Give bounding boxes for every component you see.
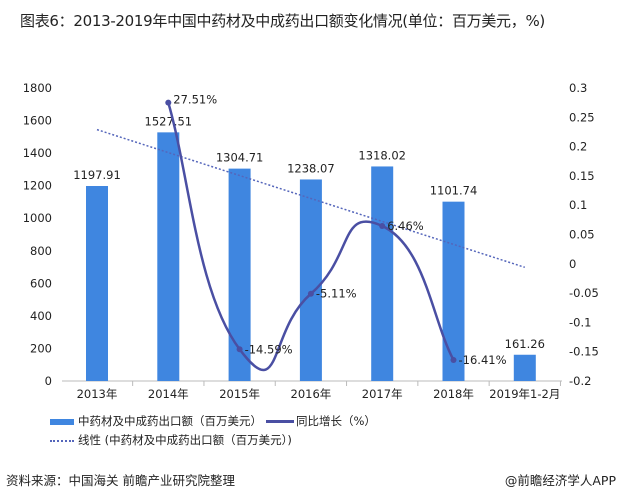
growth-value-label: -5.11% bbox=[316, 287, 357, 301]
right-axis-tick: 0.05 bbox=[569, 228, 595, 242]
growth-value-label: -16.41% bbox=[459, 353, 507, 367]
trend-line bbox=[96, 128, 526, 269]
bar-value-label: 1238.07 bbox=[287, 161, 335, 175]
x-axis-tick: 2013年 bbox=[77, 387, 118, 401]
legend-swatch-line bbox=[266, 420, 294, 423]
bar-value-label: 1304.71 bbox=[216, 151, 264, 165]
right-axis-tick: 0.3 bbox=[569, 81, 587, 95]
bar-value-label: 1527.51 bbox=[145, 114, 193, 128]
left-axis-tick: 400 bbox=[30, 309, 52, 323]
bar bbox=[157, 132, 180, 381]
left-axis-tick: 1200 bbox=[23, 179, 52, 193]
x-axis-tick: 2019年1-2月 bbox=[489, 387, 560, 401]
legend-swatch-bar bbox=[50, 418, 74, 425]
right-axis-tick: -0.05 bbox=[569, 286, 599, 300]
left-axis-tick: 0 bbox=[45, 374, 52, 388]
growth-value-label: 27.51% bbox=[173, 93, 217, 107]
chart-title: 图表6：2013-2019年中国中药材及中成药出口额变化情况(单位：百万美元，%… bbox=[20, 12, 545, 30]
brand-credit: @前瞻经济学人APP bbox=[504, 473, 616, 488]
x-axis-tick: 2014年 bbox=[148, 387, 189, 401]
right-axis-tick: -0.1 bbox=[569, 315, 591, 329]
bar-value-label: 1318.02 bbox=[358, 148, 406, 162]
growth-line bbox=[167, 102, 455, 372]
bar bbox=[228, 168, 251, 381]
right-axis-tick: 0.25 bbox=[569, 110, 595, 124]
bar bbox=[299, 179, 322, 381]
source-note: 资料来源：中国海关 前瞻产业研究院整理 bbox=[6, 473, 235, 488]
legend-item-line: 同比增长（%） bbox=[266, 413, 376, 429]
right-axis-tick: 0.2 bbox=[569, 140, 587, 154]
legend-item-bar: 中药材及中成药出口额（百万美元） bbox=[50, 413, 262, 429]
right-axis-tick: 0 bbox=[569, 257, 576, 271]
left-axis-tick: 600 bbox=[30, 276, 52, 290]
left-axis-tick: 1000 bbox=[23, 211, 52, 225]
legend-label-line: 同比增长（%） bbox=[296, 414, 376, 428]
left-axis-tick: 1800 bbox=[23, 81, 52, 95]
right-axis-tick: -0.2 bbox=[569, 374, 591, 388]
growth-point bbox=[307, 290, 314, 297]
bar bbox=[513, 354, 536, 381]
growth-value-label: -14.59% bbox=[245, 342, 293, 356]
x-axis-tick: 2018年 bbox=[433, 387, 474, 401]
left-axis-tick: 1600 bbox=[23, 114, 52, 128]
left-axis-tick: 800 bbox=[30, 244, 52, 258]
legend-label-trendline: 线性 (中药材及中成药出口额（百万美元）) bbox=[78, 433, 292, 447]
growth-point bbox=[236, 346, 243, 353]
x-axis-tick: 2015年 bbox=[219, 387, 260, 401]
growth-point bbox=[379, 222, 386, 229]
growth-point bbox=[450, 356, 457, 363]
right-axis-tick: 0.15 bbox=[569, 169, 595, 183]
left-axis-tick: 200 bbox=[30, 341, 52, 355]
legend-swatch-trendline bbox=[50, 439, 74, 442]
x-axis-tick: 2016年 bbox=[291, 387, 332, 401]
x-axis-tick: 2017年 bbox=[362, 387, 403, 401]
growth-value-label: 6.46% bbox=[387, 219, 424, 233]
bar-value-label: 161.26 bbox=[505, 337, 545, 351]
bar-value-label: 1197.91 bbox=[73, 168, 121, 182]
right-axis-tick: 0.1 bbox=[569, 198, 587, 212]
bar bbox=[371, 166, 394, 381]
right-axis-tick: -0.15 bbox=[569, 345, 599, 359]
bar-value-label: 1101.74 bbox=[430, 184, 478, 198]
legend-item-trendline: 线性 (中药材及中成药出口额（百万美元）) bbox=[50, 432, 292, 448]
legend-label-bar: 中药材及中成药出口额（百万美元） bbox=[78, 414, 262, 428]
growth-point bbox=[165, 99, 172, 106]
bar bbox=[86, 186, 108, 381]
left-axis-tick: 1400 bbox=[23, 146, 52, 160]
